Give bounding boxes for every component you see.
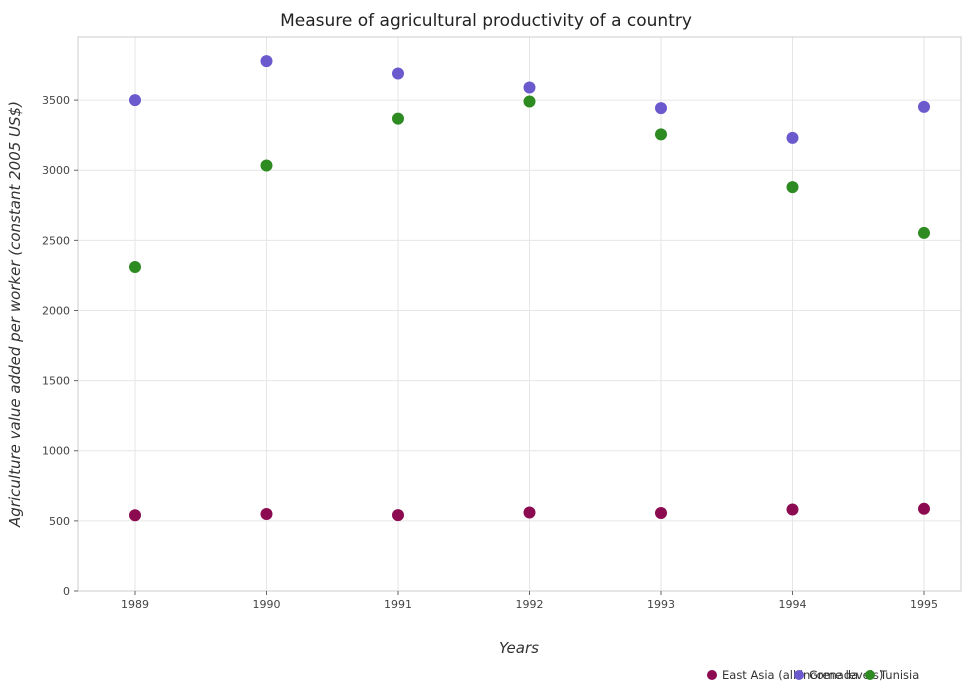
data-point-series-1-1990 [260, 55, 273, 68]
data-point-series-2-1992 [523, 95, 536, 108]
data-point-series-1-1992 [523, 81, 536, 94]
axis-layer: 1989 1990 1991 1992 1993 1994 1995 0 500 1000 1500… [42, 94, 938, 611]
legend-label-2: Tunisia [879, 668, 919, 682]
data-point-series-2-1993 [655, 128, 667, 141]
y-axis-label: Agriculture value added per worker (cons… [6, 101, 24, 528]
points-layer [129, 55, 930, 522]
x-tick-label: 1991 [384, 598, 412, 611]
legend: East Asia (all income levels)Grenada Tuni… [707, 668, 919, 682]
legend-marker-0 [707, 670, 717, 680]
y-tick-label: 3500 [42, 94, 70, 107]
legend-marker-2 [865, 670, 875, 680]
y-tick-label: 0 [63, 585, 70, 598]
data-point-series-1-1995 [918, 100, 930, 113]
data-point-series-0-1995 [918, 502, 930, 515]
x-axis-label: Years [499, 639, 539, 657]
x-tick-label: 1995 [910, 598, 938, 611]
data-point-series-2-1994 [786, 181, 799, 194]
legend-label-1: Grenada [809, 668, 858, 682]
grid-layer [78, 37, 961, 592]
data-point-series-0-1991 [392, 509, 404, 522]
y-tick-label: 2000 [42, 304, 70, 317]
y-tick-label: 1000 [42, 445, 70, 458]
x-tick-label: 1989 [121, 598, 149, 611]
chart-title: Measure of agricultural productivity of … [280, 11, 692, 31]
y-tick-label: 1500 [42, 375, 70, 388]
data-point-series-2-1990 [260, 159, 273, 172]
data-point-series-1-1991 [392, 67, 404, 80]
y-tick-label: 500 [49, 515, 70, 528]
data-point-series-2-1991 [392, 112, 404, 125]
x-tick-label: 1994 [779, 598, 807, 611]
data-point-series-0-1992 [523, 506, 536, 519]
data-point-series-1-1989 [129, 94, 141, 107]
data-point-series-1-1993 [655, 102, 667, 115]
x-tick-label: 1993 [647, 598, 675, 611]
y-tick-label: 3000 [42, 164, 70, 177]
plot-frame [77, 36, 962, 592]
data-point-series-2-1989 [129, 261, 141, 274]
data-point-series-0-1993 [655, 507, 667, 520]
y-tick-label: 2500 [42, 234, 70, 247]
data-point-series-0-1994 [786, 503, 799, 516]
data-point-series-0-1989 [129, 509, 141, 522]
x-tick-label: 1990 [253, 598, 281, 611]
data-point-series-2-1995 [918, 226, 930, 239]
x-tick-label: 1992 [516, 598, 544, 611]
data-point-series-1-1994 [786, 131, 799, 144]
data-point-series-0-1990 [260, 508, 273, 521]
legend-marker-1 [794, 670, 804, 680]
